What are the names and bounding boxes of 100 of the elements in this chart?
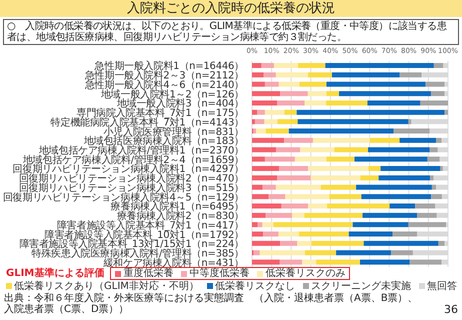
bar (298, 119, 408, 124)
bar (279, 166, 308, 171)
bar (264, 82, 279, 87)
bar (277, 119, 298, 124)
bar (254, 119, 264, 124)
bar (280, 91, 308, 96)
bar (277, 175, 311, 180)
bar (276, 184, 321, 190)
bar (252, 222, 258, 228)
bar (300, 147, 334, 152)
bar (420, 100, 448, 106)
bar (356, 184, 432, 190)
bar (253, 128, 256, 134)
bar (252, 110, 258, 115)
bar (302, 260, 316, 265)
bar (308, 203, 328, 208)
bar (264, 72, 276, 78)
bar (252, 91, 280, 96)
bar (268, 194, 286, 200)
bar (258, 222, 262, 228)
bar (284, 138, 313, 143)
bar (438, 240, 445, 246)
bar (304, 212, 363, 218)
bar (273, 222, 353, 228)
bar (348, 232, 393, 237)
bar (299, 232, 349, 237)
bar (408, 222, 446, 228)
bar (252, 184, 263, 190)
bar (362, 212, 418, 218)
bar (260, 250, 305, 256)
bar (312, 138, 370, 143)
bar (394, 128, 430, 134)
bar (262, 184, 276, 190)
bar (252, 166, 280, 171)
bar (308, 91, 326, 96)
bar (278, 82, 300, 87)
bar (308, 166, 368, 171)
bar (325, 63, 434, 68)
bar (252, 232, 264, 237)
bar (274, 63, 298, 68)
bar (361, 194, 432, 200)
bar (296, 110, 445, 115)
legend-label: 重度低栄養 (122, 268, 174, 279)
bar (252, 203, 282, 208)
bar (252, 212, 266, 218)
bar (390, 203, 416, 208)
bar (327, 203, 390, 208)
bar (320, 184, 356, 190)
bar (297, 240, 312, 246)
bar (252, 260, 280, 265)
bar (308, 72, 332, 78)
bar (262, 222, 274, 228)
bar (252, 138, 284, 143)
chart-title: 入院料ごとの入院時の低栄養の状況 (0, 0, 462, 17)
bar (417, 212, 437, 218)
bar (430, 91, 445, 96)
bar (367, 100, 420, 106)
bar (380, 166, 440, 171)
bar (285, 194, 330, 200)
bar (311, 240, 364, 246)
bar (427, 156, 440, 162)
bar (298, 63, 326, 68)
bar (254, 250, 260, 256)
bar (326, 82, 426, 87)
bar (334, 147, 368, 152)
bar (257, 110, 265, 115)
legend-label: 中等度低栄養 (188, 268, 250, 279)
bar (432, 184, 436, 190)
bar (252, 82, 265, 87)
text: 36 (444, 303, 458, 316)
bar (277, 100, 305, 106)
bar (252, 194, 269, 200)
source-note: 出典：令和６年度入院・外来医療等における実態調査 （入院・退棟患者票（A票、B票）、入院患者票（C票、D票）） (4, 293, 419, 315)
bar (425, 82, 445, 87)
bar (292, 212, 304, 218)
bar (364, 240, 438, 246)
bar (310, 175, 360, 180)
bar (392, 232, 418, 237)
bar (436, 138, 442, 143)
bar (352, 222, 408, 228)
legend-label: 低栄養リスクあり（GLIM非対応・不明） (13, 280, 199, 292)
bar (252, 156, 265, 162)
bar (280, 260, 302, 265)
bar (430, 147, 438, 152)
bar (329, 194, 362, 200)
bar (400, 72, 422, 78)
bar (252, 72, 264, 78)
bar (256, 128, 266, 134)
bar (252, 147, 276, 152)
legend-label: 低栄養リスクなし (214, 280, 295, 292)
bar (263, 232, 278, 237)
bar (354, 156, 428, 162)
bar (294, 156, 326, 162)
bar (444, 110, 448, 115)
bar (332, 72, 400, 78)
bar (410, 260, 442, 265)
bar (434, 63, 444, 68)
bar (336, 250, 391, 256)
bar (299, 82, 326, 87)
bar (252, 175, 278, 180)
